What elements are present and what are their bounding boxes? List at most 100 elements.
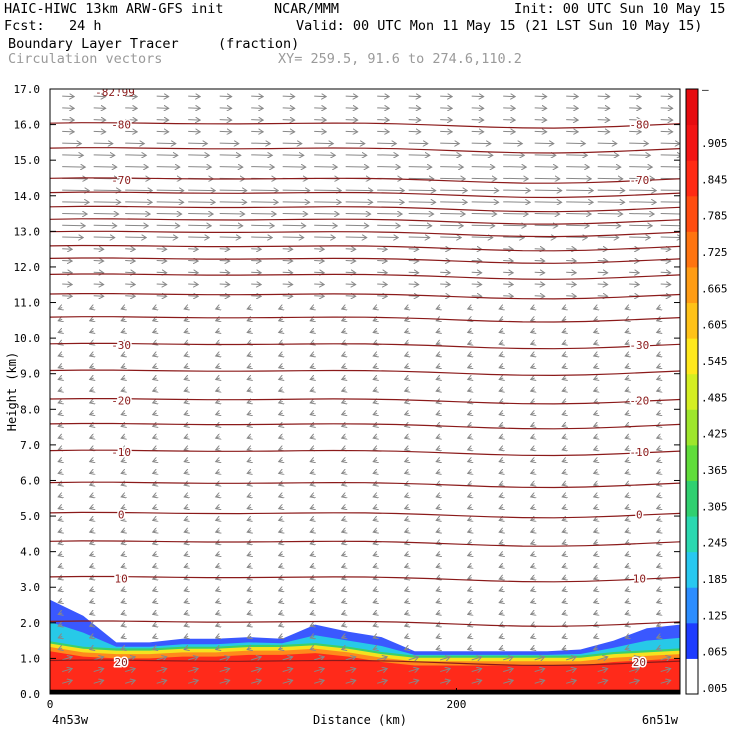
wind-vector (562, 495, 566, 497)
contour-label: -20 (111, 394, 131, 407)
wind-vector (408, 155, 430, 156)
wind-vector (121, 531, 125, 533)
wind-vector (345, 108, 358, 109)
wind-vector (279, 460, 283, 462)
wind-vector (534, 178, 560, 179)
wind-vector (408, 190, 436, 191)
temperature-contour (50, 177, 680, 184)
wind-vector (597, 657, 608, 660)
wind-vector (219, 669, 230, 672)
wind-vector (125, 669, 135, 672)
y-tick-label: 17.0 (14, 83, 41, 96)
wind-vector (247, 625, 251, 627)
wind-vector (373, 413, 377, 415)
wind-vector (657, 613, 661, 615)
wind-vector (499, 601, 503, 603)
wind-vector (562, 542, 566, 544)
wind-vector (216, 425, 220, 427)
wind-vector (314, 249, 324, 250)
wind-vector (440, 131, 452, 132)
min-value-label: -82.99 (95, 86, 135, 99)
wind-vector (534, 155, 556, 156)
wind-vector (219, 261, 230, 262)
wind-vector (282, 202, 310, 203)
wind-vector (247, 589, 251, 591)
wind-vector (342, 448, 346, 450)
wind-vector (468, 589, 472, 591)
wind-vector (408, 96, 421, 97)
wind-vector (373, 507, 377, 509)
wind-vector (597, 214, 623, 215)
wind-vector (121, 625, 125, 627)
wind-vector (121, 648, 125, 650)
wind-vector (93, 214, 119, 215)
wind-vector (660, 189, 680, 191)
wind-vector (121, 613, 125, 615)
wind-vector (594, 331, 598, 333)
wind-vector (62, 108, 74, 109)
wind-vector (342, 331, 346, 333)
wind-vector (310, 401, 314, 403)
wind-vector (156, 237, 178, 238)
wind-vector (629, 680, 639, 683)
wind-vector (58, 531, 62, 533)
wind-vector (562, 331, 566, 333)
wind-vector (597, 680, 608, 683)
wind-vector (156, 167, 180, 168)
wind-vector (625, 425, 629, 427)
wind-vector (499, 636, 503, 638)
wind-vector (534, 131, 547, 132)
wind-vector (156, 225, 180, 226)
colorbar-segment (686, 480, 698, 517)
wind-vector (436, 448, 440, 450)
wind-vector (216, 390, 220, 392)
wind-vector (408, 178, 434, 179)
wind-vector (93, 131, 106, 132)
wind-vector (597, 296, 608, 297)
wind-vector (436, 472, 440, 474)
temperature-contour (50, 342, 680, 350)
wind-vector (216, 542, 220, 544)
wind-vector (247, 460, 251, 462)
wind-vector (314, 214, 339, 215)
wind-vector (184, 378, 188, 380)
forecast-hour: Fcst: 24 h (4, 18, 102, 34)
wind-vector (342, 472, 346, 474)
wind-vector (342, 366, 346, 368)
wind-vector (471, 155, 493, 156)
wind-vector (503, 237, 524, 238)
wind-vector (531, 648, 535, 650)
wind-vector (405, 613, 409, 615)
wind-vector (58, 495, 62, 497)
wind-vector (562, 308, 566, 310)
y-tick-label: 8.0 (20, 403, 40, 416)
wind-vector (629, 657, 639, 660)
wind-vector (188, 680, 198, 683)
wind-vector (279, 437, 283, 439)
wind-vector (247, 636, 251, 638)
wind-vector (279, 531, 283, 533)
wind-vector (471, 190, 499, 191)
wind-vector (408, 143, 428, 144)
wind-vector (625, 601, 629, 603)
wind-vector (531, 366, 535, 368)
field-units: (fraction) (218, 36, 300, 52)
wind-vector (436, 531, 440, 533)
wind-vector (377, 190, 404, 191)
wind-vector (657, 343, 661, 345)
wind-vector (440, 167, 463, 168)
wind-vector (594, 519, 598, 521)
wind-vector (58, 378, 62, 380)
wind-vector (282, 237, 304, 238)
wind-vector (468, 495, 472, 497)
colorbar-label: .785 (701, 210, 728, 223)
wind-vector (625, 366, 629, 368)
temperature-contour (50, 511, 680, 519)
wind-vector (597, 190, 625, 191)
wind-vector (188, 237, 209, 238)
wind-vector (531, 554, 535, 556)
wind-vector (408, 120, 421, 121)
wind-vector (184, 625, 188, 627)
wind-vector (408, 657, 419, 660)
wind-vector (625, 495, 629, 497)
